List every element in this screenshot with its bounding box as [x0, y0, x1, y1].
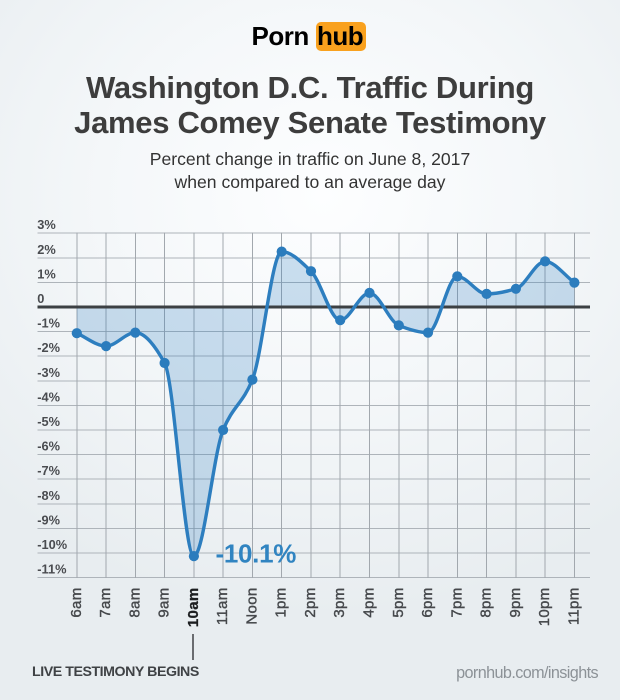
svg-text:-9%: -9%	[37, 512, 60, 527]
svg-text:10pm: 10pm	[536, 588, 553, 627]
svg-text:-8%: -8%	[37, 488, 60, 503]
svg-text:6am: 6am	[68, 588, 85, 618]
svg-text:9pm: 9pm	[507, 588, 524, 618]
svg-text:9am: 9am	[156, 588, 173, 618]
svg-text:5pm: 5pm	[390, 588, 407, 618]
svg-text:-6%: -6%	[37, 439, 60, 454]
svg-text:8pm: 8pm	[478, 588, 495, 618]
svg-text:1%: 1%	[37, 266, 56, 281]
svg-text:-2%: -2%	[37, 340, 60, 355]
svg-text:-7%: -7%	[37, 463, 60, 478]
svg-text:7pm: 7pm	[448, 588, 465, 618]
svg-text:6pm: 6pm	[419, 588, 436, 618]
svg-text:1pm: 1pm	[273, 588, 290, 618]
svg-text:7am: 7am	[97, 588, 114, 618]
svg-text:3pm: 3pm	[331, 588, 348, 618]
svg-text:2%: 2%	[37, 242, 56, 257]
svg-text:-1%: -1%	[37, 316, 60, 331]
svg-text:8am: 8am	[126, 588, 143, 618]
svg-text:11pm: 11pm	[565, 588, 582, 626]
svg-text:0: 0	[37, 291, 44, 306]
svg-text:3%: 3%	[37, 217, 56, 232]
svg-text:4pm: 4pm	[360, 588, 377, 618]
svg-text:Noon: Noon	[243, 588, 260, 625]
svg-text:11am: 11am	[214, 588, 231, 626]
svg-text:-5%: -5%	[37, 414, 60, 429]
svg-text:-11%: -11%	[37, 562, 67, 577]
svg-text:-10%: -10%	[37, 537, 67, 552]
svg-text:2pm: 2pm	[302, 588, 319, 618]
svg-text:-10.1%: -10.1%	[216, 539, 297, 569]
svg-text:-4%: -4%	[37, 389, 60, 404]
svg-text:10am: 10am	[185, 588, 202, 628]
svg-text:-3%: -3%	[37, 365, 60, 380]
